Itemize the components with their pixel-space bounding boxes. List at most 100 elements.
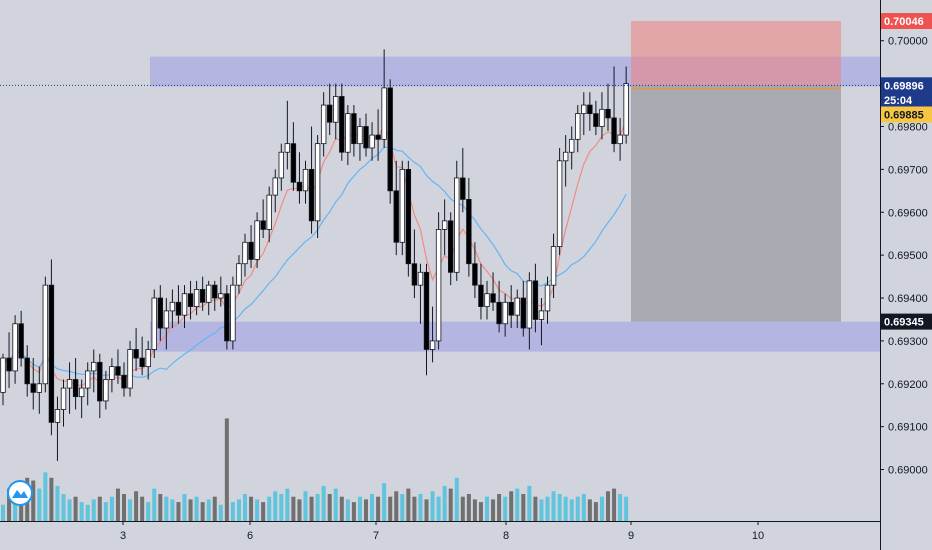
candle[interactable] xyxy=(242,233,248,277)
candle[interactable] xyxy=(78,379,85,419)
candle[interactable] xyxy=(423,263,430,376)
candle[interactable] xyxy=(605,83,611,131)
candle[interactable] xyxy=(508,285,514,329)
candle[interactable] xyxy=(399,160,405,256)
candle[interactable] xyxy=(441,199,448,256)
candle[interactable] xyxy=(405,160,412,277)
candle[interactable] xyxy=(72,358,79,410)
candle[interactable] xyxy=(569,126,575,170)
candle[interactable] xyxy=(411,229,418,299)
candle[interactable] xyxy=(54,396,61,461)
candle[interactable] xyxy=(97,353,103,419)
candle[interactable] xyxy=(236,255,242,294)
candle[interactable] xyxy=(375,109,381,161)
candle[interactable] xyxy=(181,285,188,329)
candle[interactable] xyxy=(18,310,24,367)
candle[interactable] xyxy=(254,212,260,269)
candle[interactable] xyxy=(48,259,55,436)
candle[interactable] xyxy=(85,362,91,406)
candle[interactable] xyxy=(36,366,42,414)
candle[interactable] xyxy=(199,276,206,311)
candle[interactable] xyxy=(302,160,309,204)
candle[interactable] xyxy=(520,280,526,337)
candle[interactable] xyxy=(0,353,6,406)
candle[interactable] xyxy=(230,276,236,350)
candle[interactable] xyxy=(490,272,496,311)
candle[interactable] xyxy=(357,117,363,161)
candle[interactable] xyxy=(115,349,121,384)
candle[interactable] xyxy=(587,92,593,131)
candle[interactable] xyxy=(526,272,533,350)
candle[interactable] xyxy=(272,169,278,213)
candle[interactable] xyxy=(127,340,133,397)
tradingview-logo-icon[interactable] xyxy=(7,480,33,506)
candle[interactable] xyxy=(478,263,484,320)
candle[interactable] xyxy=(42,276,49,393)
support-zone[interactable] xyxy=(150,321,880,352)
candle[interactable] xyxy=(103,370,109,410)
candle[interactable] xyxy=(593,100,599,136)
candle[interactable] xyxy=(109,358,115,393)
candle[interactable] xyxy=(447,212,454,286)
candle[interactable] xyxy=(290,122,297,191)
candle[interactable] xyxy=(611,66,617,153)
candle[interactable] xyxy=(363,113,369,157)
candle[interactable] xyxy=(248,225,254,269)
candle[interactable] xyxy=(91,349,97,393)
candle[interactable] xyxy=(139,336,145,376)
candle[interactable] xyxy=(260,199,266,238)
candle[interactable] xyxy=(157,285,163,341)
candle[interactable] xyxy=(544,276,551,324)
candle[interactable] xyxy=(351,105,357,157)
candle[interactable] xyxy=(60,379,67,427)
candle[interactable] xyxy=(133,328,139,371)
candle[interactable] xyxy=(345,105,351,166)
candle[interactable] xyxy=(550,233,557,299)
candle[interactable] xyxy=(617,117,623,161)
candle[interactable] xyxy=(284,100,291,170)
candle[interactable] xyxy=(562,135,569,187)
candle[interactable] xyxy=(145,340,151,380)
candle[interactable] xyxy=(514,289,520,329)
candle[interactable] xyxy=(599,92,605,140)
candle[interactable] xyxy=(393,160,399,256)
candle[interactable] xyxy=(417,263,424,324)
candle[interactable] xyxy=(12,315,18,384)
candle[interactable] xyxy=(308,126,315,234)
candle[interactable] xyxy=(193,280,200,316)
take-profit-zone[interactable] xyxy=(631,85,841,322)
candle[interactable] xyxy=(24,345,30,397)
candle[interactable] xyxy=(224,285,230,350)
candle[interactable] xyxy=(212,280,218,311)
candle[interactable] xyxy=(320,92,327,157)
candle[interactable] xyxy=(175,285,182,324)
candle[interactable] xyxy=(151,289,157,359)
candle[interactable] xyxy=(296,152,303,204)
candle[interactable] xyxy=(556,147,563,256)
candle[interactable] xyxy=(314,135,321,238)
candle[interactable] xyxy=(484,280,490,320)
candle[interactable] xyxy=(266,186,272,243)
candle[interactable] xyxy=(187,280,194,320)
candle[interactable] xyxy=(278,143,284,191)
candle[interactable] xyxy=(623,66,629,144)
candle[interactable] xyxy=(121,362,127,397)
candle[interactable] xyxy=(435,212,442,350)
candle[interactable] xyxy=(454,160,460,281)
candle[interactable] xyxy=(429,306,436,363)
candle[interactable] xyxy=(205,280,212,316)
candle[interactable] xyxy=(581,92,587,136)
candle[interactable] xyxy=(339,83,345,161)
candle[interactable] xyxy=(460,147,466,213)
candle[interactable] xyxy=(163,298,170,350)
candle[interactable] xyxy=(502,293,508,337)
candle[interactable] xyxy=(326,83,333,136)
candle[interactable] xyxy=(532,263,539,333)
candle[interactable] xyxy=(472,242,478,299)
candle[interactable] xyxy=(496,280,502,333)
candle[interactable] xyxy=(381,49,387,148)
time-axis[interactable] xyxy=(0,521,880,550)
candle[interactable] xyxy=(218,276,224,307)
candle[interactable] xyxy=(169,289,176,329)
